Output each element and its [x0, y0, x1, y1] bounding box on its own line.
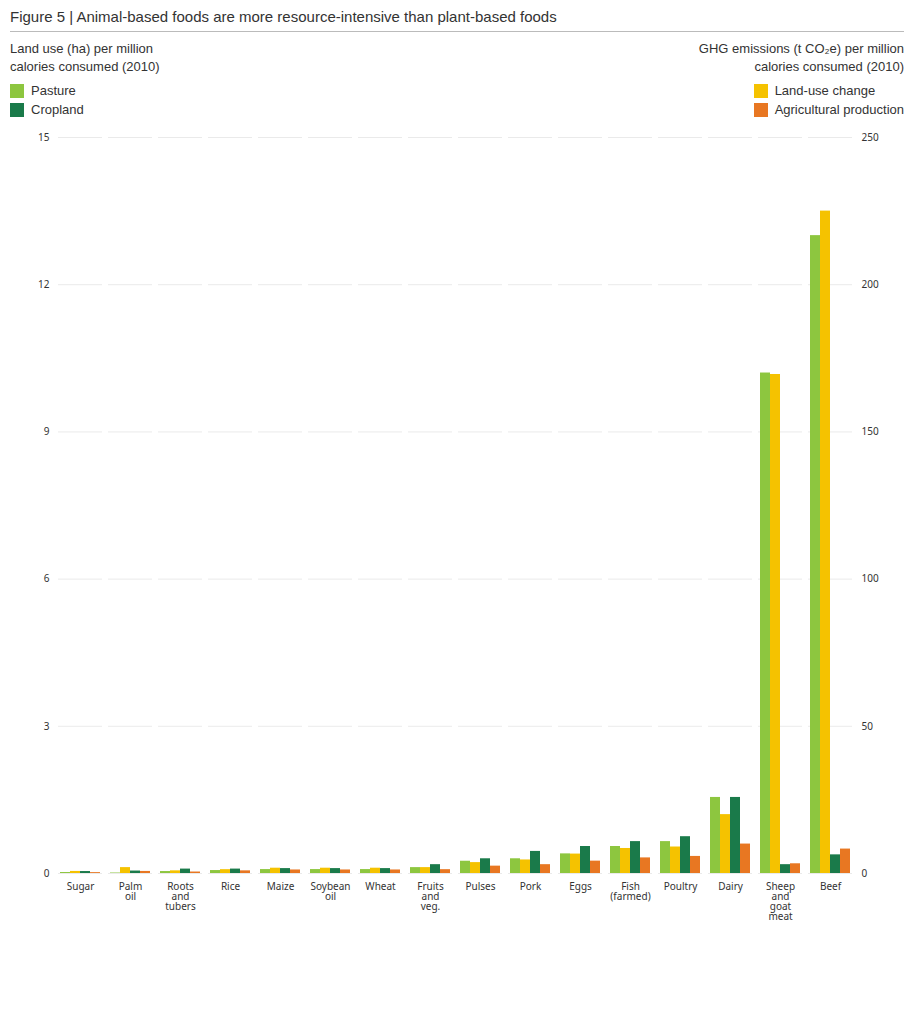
svg-text:0: 0	[862, 866, 868, 880]
svg-text:12: 12	[38, 277, 50, 291]
svg-text:Palmoil: Palmoil	[119, 879, 143, 903]
html-text:Cropland: Cropland	[31, 102, 84, 118]
svg-text:3: 3	[44, 719, 50, 733]
svg-text:Dairy: Dairy	[718, 879, 744, 893]
svg-text:Poultry: Poultry	[664, 879, 699, 893]
svg-text:Sugar: Sugar	[67, 879, 95, 893]
html-text:Agricultural production: Agricultural production	[774, 102, 904, 118]
svg-text:200: 200	[862, 277, 879, 291]
html-text:GHG emissions (t CO₂e) per mil: GHG emissions (t CO₂e) per million calor…	[698, 41, 904, 74]
svg-text:50: 50	[862, 719, 874, 733]
svg-text:15: 15	[38, 130, 50, 144]
svg-text:Sheepandgoatmeat: Sheepandgoatmeat	[766, 879, 795, 923]
html-text:Pasture: Pasture	[31, 83, 76, 99]
svg-text:Eggs: Eggs	[569, 879, 592, 893]
svg-text:Soybeanoil: Soybeanoil	[310, 879, 350, 903]
svg-text:Fruitsandveg.: Fruitsandveg.	[417, 879, 444, 913]
svg-text:0: 0	[44, 866, 50, 880]
svg-text:Wheat: Wheat	[365, 879, 396, 893]
svg-text:Rootsandtubers: Rootsandtubers	[165, 879, 196, 913]
svg-text:Rice: Rice	[221, 879, 241, 893]
html-text:Land-use change: Land-use change	[774, 83, 876, 99]
html-text:Land use (ha) per million calo: Land use (ha) per million calories consu…	[10, 41, 160, 74]
svg-text:Fish(farmed): Fish(farmed)	[610, 879, 650, 903]
svg-text:150: 150	[862, 424, 879, 438]
svg-text:250: 250	[862, 130, 879, 144]
svg-text:9: 9	[44, 424, 50, 438]
svg-text:Pulses: Pulses	[465, 879, 495, 893]
svg-text:100: 100	[862, 571, 879, 585]
html-text:Figure 5 | Animal-based foods: Figure 5 | Animal-based foods are more r…	[10, 8, 557, 25]
svg-text:Beef: Beef	[820, 879, 842, 893]
svg-text:6: 6	[44, 571, 50, 585]
svg-text:Maize: Maize	[267, 879, 295, 893]
svg-text:Pork: Pork	[520, 879, 542, 893]
